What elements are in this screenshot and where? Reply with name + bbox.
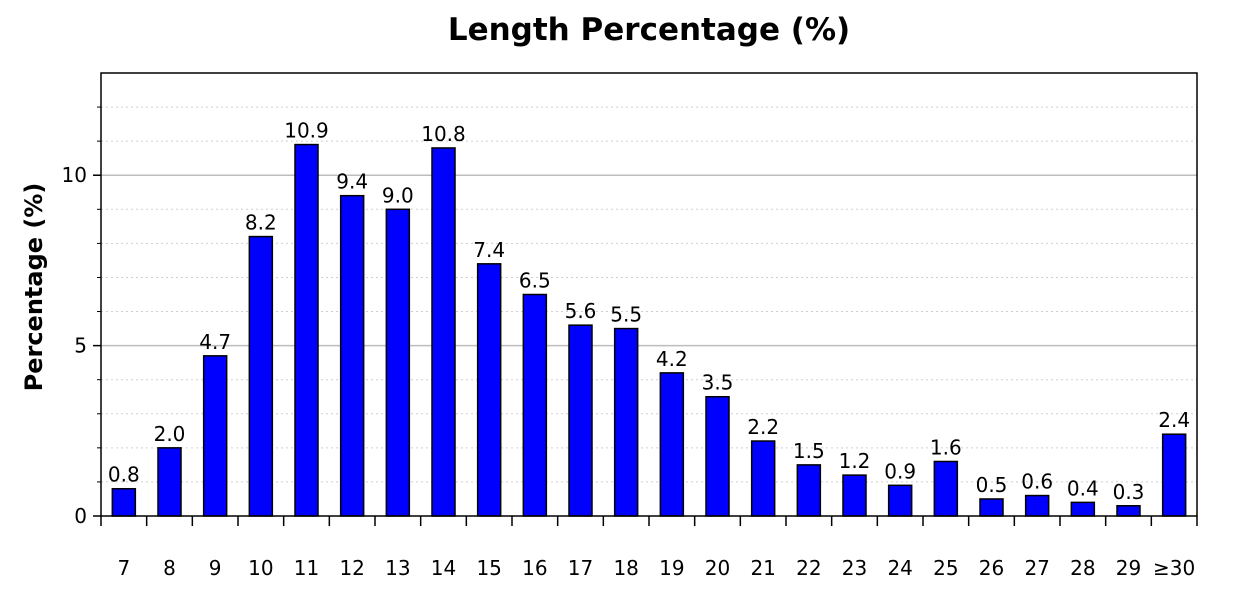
x-tick-label: 23 [842, 556, 867, 580]
data-label: 4.7 [199, 330, 231, 354]
data-label: 0.3 [1113, 480, 1145, 504]
data-label: 5.5 [610, 303, 642, 327]
data-label: 9.4 [336, 170, 368, 194]
bar-14 [431, 147, 456, 517]
x-tick-label: 19 [659, 556, 684, 580]
bar-28 [1070, 501, 1096, 517]
bar-13 [385, 208, 411, 517]
x-tick-label: 22 [796, 556, 821, 580]
bar-20 [705, 395, 730, 517]
x-tick-label: 24 [887, 556, 912, 580]
bar-23 [842, 474, 867, 517]
data-label: 2.0 [154, 422, 186, 446]
x-tick-label: 15 [476, 556, 501, 580]
y-axis-title: Percentage (%) [20, 183, 48, 392]
x-tick-label: 25 [933, 556, 958, 580]
data-label: 7.4 [473, 238, 505, 262]
x-tick-label: 16 [522, 556, 547, 580]
data-label: 0.9 [884, 459, 916, 483]
bar-21 [750, 440, 776, 517]
y-tick-label: 10 [62, 163, 87, 187]
data-labels: 0.8 2.0 4.7 8.2 10.9 9.4 9.0 10.8 7.4 6.5 5.6 5.5 4.… [108, 119, 1190, 504]
bar-11 [294, 143, 319, 517]
data-label: 3.5 [702, 371, 734, 395]
bar-12 [339, 194, 365, 517]
y-tick-label: 5 [74, 334, 87, 358]
data-label: 1.6 [930, 435, 962, 459]
data-label: 2.4 [1158, 408, 1190, 432]
bar-18 [613, 327, 639, 517]
x-tick-label: 13 [385, 556, 410, 580]
data-label: 6.5 [519, 269, 551, 293]
bar-26 [979, 498, 1004, 517]
data-label: 2.2 [747, 415, 779, 439]
x-tick-label: 8 [163, 556, 176, 580]
bar-10 [248, 235, 274, 517]
x-tick-label: 9 [209, 556, 222, 580]
x-tick-label: 10 [248, 556, 273, 580]
bar-22 [796, 464, 822, 517]
x-tick-label: 18 [613, 556, 638, 580]
bar-19 [659, 372, 685, 517]
data-label: 10.9 [284, 119, 329, 143]
bar-17 [568, 324, 593, 517]
x-tick-label: 14 [431, 556, 456, 580]
x-tick-label: 21 [750, 556, 775, 580]
data-label: 10.8 [421, 122, 466, 146]
bar-25 [933, 460, 959, 517]
bar-29 [1116, 505, 1141, 517]
chart-title: Length Percentage (%) [447, 12, 851, 48]
data-label: 1.5 [793, 439, 825, 463]
bar-8 [157, 447, 182, 517]
gridlines [101, 106, 1197, 483]
bar-15 [476, 263, 502, 517]
x-tick-label: 28 [1070, 556, 1095, 580]
x-tick-label: 26 [979, 556, 1004, 580]
data-label: 8.2 [245, 211, 277, 235]
bar-7 [111, 487, 137, 517]
bar-16 [522, 293, 548, 517]
data-label: 0.5 [976, 473, 1008, 497]
bar-≥30 [1161, 433, 1187, 517]
bar-27 [1024, 494, 1050, 517]
x-tick-label: 17 [568, 556, 593, 580]
x-tick-label: 20 [705, 556, 730, 580]
x-tick-label: 29 [1116, 556, 1141, 580]
x-tick-label: 11 [294, 556, 319, 580]
x-tick-label: ≥30 [1153, 556, 1195, 580]
data-label: 0.8 [108, 463, 140, 487]
data-label: 0.6 [1021, 470, 1053, 494]
x-tick-label: 12 [339, 556, 364, 580]
y-tick-label: 0 [74, 504, 87, 528]
x-tick-label: 7 [117, 556, 130, 580]
data-label: 0.4 [1067, 476, 1099, 500]
axis-ticks: 0 5 10 7 8 9 10 11 12 13 14 15 16 17 18 19 20 21 22 23 24 25 2… [62, 106, 1198, 580]
bar-9 [202, 355, 228, 517]
data-label: 1.2 [839, 449, 871, 473]
data-label: 5.6 [565, 299, 597, 323]
data-label: 9.0 [382, 183, 414, 207]
bars [111, 143, 1187, 517]
data-label: 4.2 [656, 347, 688, 371]
bar-24 [887, 484, 913, 517]
x-tick-label: 27 [1024, 556, 1049, 580]
